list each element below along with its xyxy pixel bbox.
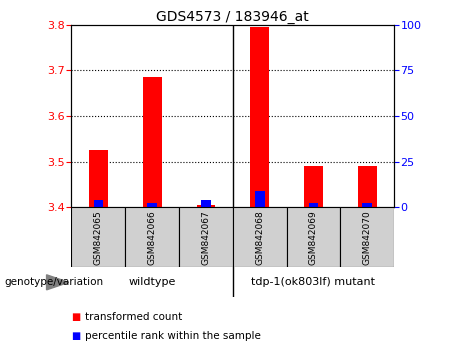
Title: GDS4573 / 183946_at: GDS4573 / 183946_at: [156, 10, 309, 24]
FancyBboxPatch shape: [125, 207, 179, 267]
FancyBboxPatch shape: [179, 207, 233, 267]
Bar: [148, 202, 157, 207]
Bar: [309, 202, 318, 207]
Bar: [94, 200, 103, 207]
Text: genotype/variation: genotype/variation: [5, 277, 104, 287]
Text: GSM842069: GSM842069: [309, 210, 318, 264]
FancyBboxPatch shape: [340, 207, 394, 267]
Bar: [358, 166, 377, 207]
Text: ■: ■: [71, 331, 81, 341]
FancyBboxPatch shape: [287, 207, 340, 267]
Text: GSM842065: GSM842065: [94, 210, 103, 264]
FancyBboxPatch shape: [71, 207, 125, 267]
Text: GSM842070: GSM842070: [363, 210, 372, 264]
Text: ■: ■: [71, 312, 81, 322]
Text: transformed count: transformed count: [85, 312, 183, 322]
Bar: [255, 191, 265, 207]
Bar: [196, 205, 215, 207]
Bar: [362, 202, 372, 207]
Text: percentile rank within the sample: percentile rank within the sample: [85, 331, 261, 341]
Text: tdp-1(ok803lf) mutant: tdp-1(ok803lf) mutant: [252, 277, 375, 287]
Text: wildtype: wildtype: [129, 277, 176, 287]
Text: GSM842066: GSM842066: [148, 210, 157, 264]
Text: GSM842068: GSM842068: [255, 210, 264, 264]
Bar: [304, 166, 323, 207]
Bar: [250, 27, 269, 207]
Text: GSM842067: GSM842067: [201, 210, 210, 264]
Bar: [201, 200, 211, 207]
Bar: [89, 150, 108, 207]
Polygon shape: [47, 275, 69, 290]
FancyBboxPatch shape: [233, 207, 287, 267]
Bar: [143, 77, 161, 207]
